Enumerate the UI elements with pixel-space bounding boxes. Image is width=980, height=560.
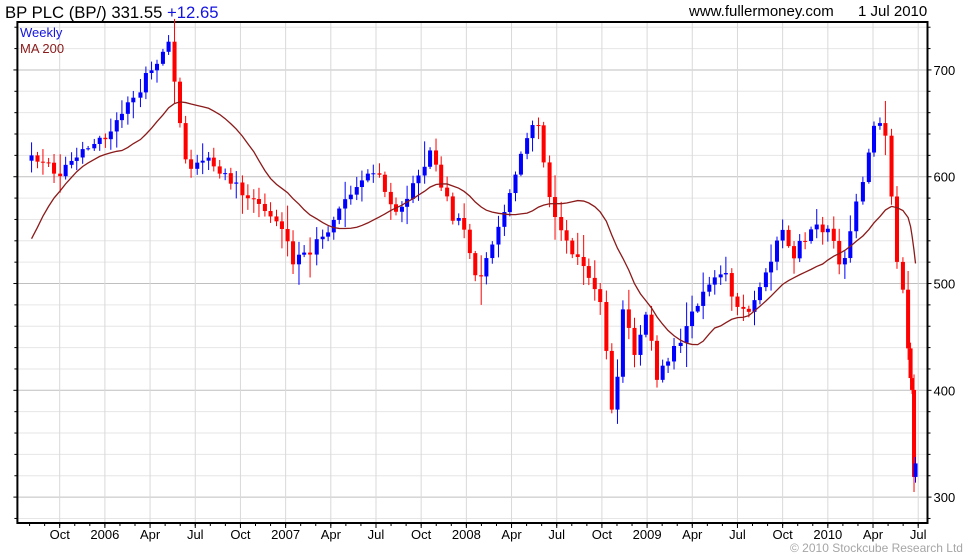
- svg-text:Jul: Jul: [910, 527, 927, 542]
- svg-text:2008: 2008: [452, 527, 481, 542]
- svg-text:2006: 2006: [90, 527, 119, 542]
- svg-text:Oct: Oct: [592, 527, 613, 542]
- svg-text:Apr: Apr: [140, 527, 161, 542]
- svg-text:MA 200: MA 200: [20, 41, 64, 56]
- svg-text:Jul: Jul: [548, 527, 565, 542]
- svg-text:2007: 2007: [271, 527, 300, 542]
- svg-text:Jul: Jul: [187, 527, 204, 542]
- svg-text:Jul: Jul: [368, 527, 385, 542]
- svg-text:400: 400: [934, 383, 956, 398]
- svg-text:Jul: Jul: [729, 527, 746, 542]
- svg-text:300: 300: [934, 490, 956, 505]
- svg-text:500: 500: [934, 277, 956, 292]
- svg-text:© 2010 Stockcube Research Ltd: © 2010 Stockcube Research Ltd: [790, 541, 963, 555]
- svg-text:Oct: Oct: [411, 527, 432, 542]
- svg-text:Apr: Apr: [321, 527, 342, 542]
- svg-text:2010: 2010: [813, 527, 842, 542]
- svg-text:Weekly: Weekly: [20, 25, 63, 40]
- svg-text:Apr: Apr: [682, 527, 703, 542]
- svg-text:Oct: Oct: [230, 527, 251, 542]
- svg-text:Oct: Oct: [773, 527, 794, 542]
- svg-text:Apr: Apr: [501, 527, 522, 542]
- svg-text:600: 600: [934, 170, 956, 185]
- svg-text:700: 700: [934, 63, 956, 78]
- svg-text:Apr: Apr: [863, 527, 884, 542]
- svg-text:2009: 2009: [633, 527, 662, 542]
- svg-text:Oct: Oct: [50, 527, 71, 542]
